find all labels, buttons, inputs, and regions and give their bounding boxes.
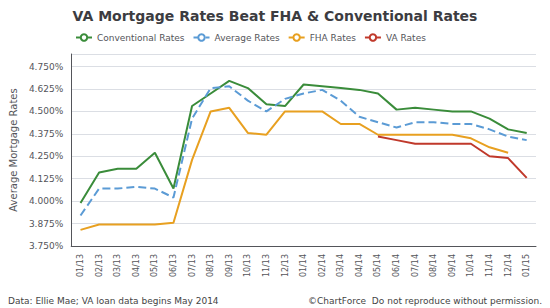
svg-text:10/13: 10/13 [243,254,252,277]
svg-text:3.875%: 3.875% [29,219,64,229]
svg-text:4.250%: 4.250% [29,151,64,161]
svg-text:10/14: 10/14 [466,254,475,277]
svg-text:Average Mortgage Rates: Average Mortgage Rates [8,88,19,211]
svg-text:Average Rates: Average Rates [215,33,280,43]
svg-text:4.375%: 4.375% [29,129,64,139]
svg-text:11/14: 11/14 [485,254,494,277]
svg-text:VA Rates: VA Rates [386,33,426,43]
svg-text:04/13: 04/13 [132,254,141,277]
svg-text:07/14: 07/14 [411,254,420,277]
svg-text:4.125%: 4.125% [29,174,64,184]
svg-text:01/15: 01/15 [522,254,531,277]
svg-text:4.625%: 4.625% [29,84,64,94]
svg-text:04/14: 04/14 [355,254,364,277]
svg-text:01/13: 01/13 [76,254,85,277]
svg-text:02/14: 02/14 [318,254,327,277]
svg-text:4.000%: 4.000% [29,196,64,206]
svg-text:11/13: 11/13 [262,254,271,277]
svg-text:09/13: 09/13 [225,254,234,277]
svg-text:08/13: 08/13 [206,254,215,277]
svg-text:09/14: 09/14 [448,254,457,277]
svg-text:12/13: 12/13 [281,254,290,277]
svg-text:08/14: 08/14 [429,254,438,277]
svg-text:4.750%: 4.750% [29,62,64,72]
svg-text:FHA Rates: FHA Rates [310,33,357,43]
svg-text:Data: Ellie Mae; VA loan data: Data: Ellie Mae; VA loan data begins May… [8,296,219,306]
svg-text:07/13: 07/13 [188,254,197,277]
svg-text:12/14: 12/14 [504,254,513,277]
svg-text:06/13: 06/13 [169,254,178,277]
svg-text:03/14: 03/14 [336,254,345,277]
svg-text:3.750%: 3.750% [29,241,64,251]
svg-text:03/13: 03/13 [113,254,122,277]
svg-text:05/13: 05/13 [150,254,159,277]
svg-text:05/14: 05/14 [373,254,382,277]
svg-text:01/14: 01/14 [299,254,308,277]
svg-text:06/14: 06/14 [392,254,401,277]
svg-text:Conventional Rates: Conventional Rates [97,33,185,43]
svg-text:4.500%: 4.500% [29,106,64,116]
svg-text:©ChartForce Do not reproduce: ©ChartForce Do not reproduce without per… [308,296,542,306]
svg-text:02/13: 02/13 [95,254,104,277]
svg-text:VA Mortgage Rates Beat FHA & C: VA Mortgage Rates Beat FHA & Conventiona… [73,8,478,24]
